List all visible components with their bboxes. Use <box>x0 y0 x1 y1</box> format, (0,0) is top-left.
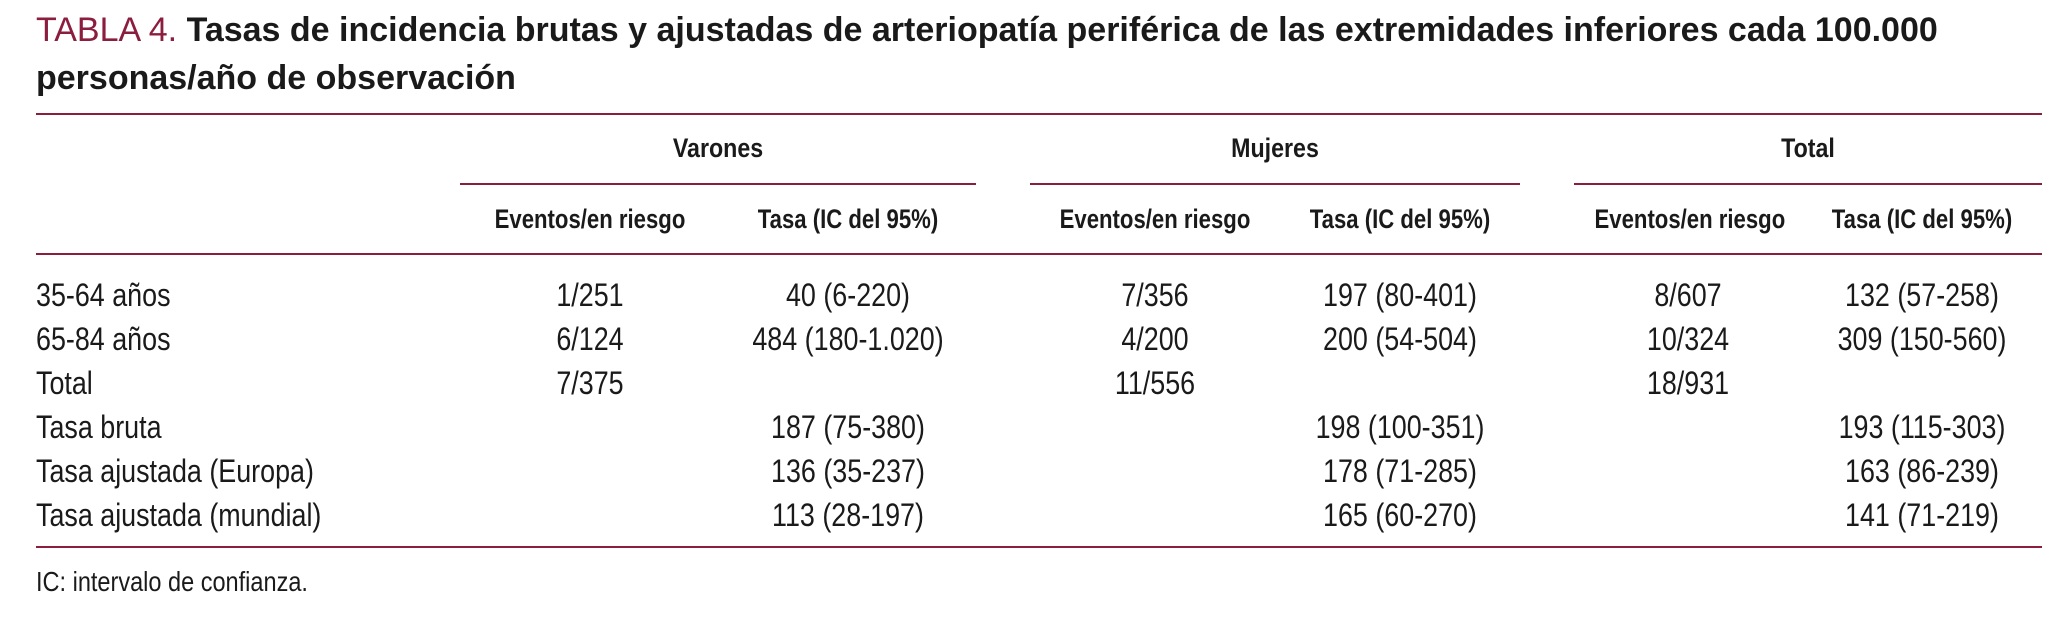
cell-tasa-varones: 40 (6-220) <box>785 277 911 313</box>
subheader-eventos-mujeres: Eventos/en riesgo <box>1059 204 1251 234</box>
subheader-eventos-total: Eventos/en riesgo <box>1594 204 1786 234</box>
cell-eventos-mujeres: 11/556 <box>1114 365 1196 401</box>
cell-tasa-mujeres: 198 (100-351) <box>1315 409 1485 445</box>
table-caption: Tasas de incidencia brutas y ajustadas d… <box>36 11 1938 97</box>
cell-eventos-total: 18/931 <box>1646 365 1730 401</box>
table-row: Tasa ajustada (Europa) 136 (35-237) 178 … <box>0 449 2066 493</box>
cell-eventos-mujeres: 4/200 <box>1121 321 1189 357</box>
cell-tasa-varones: 484 (180-1.020) <box>752 321 944 357</box>
cell-eventos-varones: 6/124 <box>556 321 624 357</box>
cell-tasa-varones: 187 (75-380) <box>771 409 925 445</box>
cell-eventos-varones: 7/375 <box>556 365 624 401</box>
cell-tasa-mujeres: 197 (80-401) <box>1323 277 1477 313</box>
cell-tasa-total: 193 (115-303) <box>1838 409 2006 445</box>
group-header-mujeres: Mujeres <box>1231 133 1319 163</box>
row-label: 65-84 años <box>36 321 171 357</box>
header-rule <box>36 253 2042 255</box>
table-row: Total 7/375 11/556 18/931 <box>0 361 2066 405</box>
table-row: 35-64 años 1/251 40 (6-220) 7/356 197 (8… <box>0 273 2066 317</box>
footnote: IC: intervalo de confianza. <box>36 566 308 597</box>
cell-tasa-varones: 113 (28-197) <box>772 497 924 533</box>
cell-tasa-mujeres: 165 (60-270) <box>1323 497 1477 533</box>
cell-eventos-total: 10/324 <box>1646 321 1730 357</box>
group-header-varones: Varones <box>672 133 764 163</box>
cell-tasa-mujeres: 178 (71-285) <box>1323 453 1477 489</box>
group-rule-mujeres <box>1030 183 1520 185</box>
row-label: Tasa ajustada (mundial) <box>36 497 322 533</box>
table-row: Tasa ajustada (mundial) 113 (28-197) 165… <box>0 493 2066 537</box>
cell-tasa-total: 132 (57-258) <box>1845 277 1999 313</box>
cell-tasa-mujeres: 200 (54-504) <box>1323 321 1477 357</box>
table-row: 65-84 años 6/124 484 (180-1.020) 4/200 2… <box>0 317 2066 361</box>
cell-eventos-varones: 1/251 <box>556 277 624 313</box>
table-row: Tasa bruta 187 (75-380) 198 (100-351) 19… <box>0 405 2066 449</box>
table-label: TABLA 4. <box>36 11 178 49</box>
group-rule-varones <box>460 183 976 185</box>
cell-eventos-total: 8/607 <box>1654 277 1722 313</box>
cell-tasa-total: 309 (150-560) <box>1837 321 2007 357</box>
top-rule <box>36 113 2042 115</box>
subheader-eventos-varones: Eventos/en riesgo <box>494 204 686 234</box>
table-title: TABLA 4. Tasas de incidencia brutas y aj… <box>36 6 2036 102</box>
cell-tasa-total: 163 (86-239) <box>1845 453 1999 489</box>
row-label: Tasa ajustada (Europa) <box>36 453 314 489</box>
cell-tasa-varones: 136 (35-237) <box>771 453 925 489</box>
row-label: Tasa bruta <box>36 409 162 445</box>
subheader-tasa-varones: Tasa (IC del 95%) <box>757 204 939 234</box>
cell-tasa-total: 141 (71-219) <box>1845 497 1999 533</box>
row-label: Total <box>36 365 93 401</box>
row-label: 35-64 años <box>36 277 171 313</box>
subheader-tasa-mujeres: Tasa (IC del 95%) <box>1309 204 1491 234</box>
group-rule-total <box>1574 183 2042 185</box>
bottom-rule <box>36 546 2042 548</box>
group-header-total: Total <box>1781 133 1835 163</box>
subheader-tasa-total: Tasa (IC del 95%) <box>1831 204 2013 234</box>
cell-eventos-mujeres: 7/356 <box>1121 277 1189 313</box>
